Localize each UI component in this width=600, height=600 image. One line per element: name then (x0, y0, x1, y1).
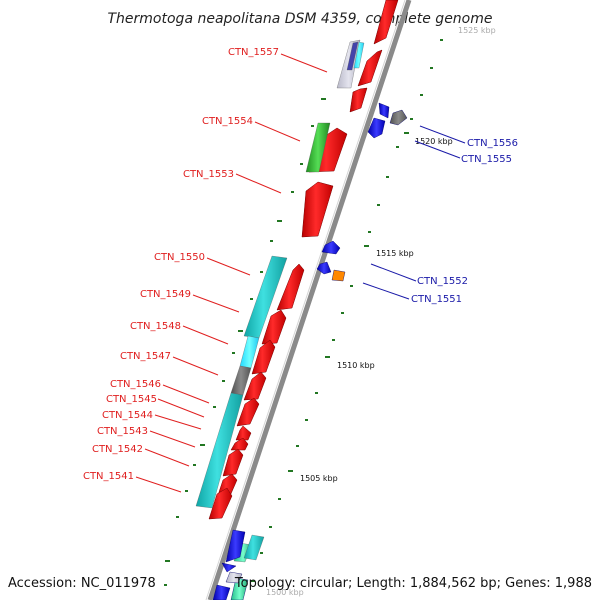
gene-label-ctn1551: CTN_1551 (411, 294, 462, 305)
cds-arrow (243, 371, 267, 401)
cds-arrow (276, 263, 305, 311)
genome-summary-text: Topology: circular; Length: 1,884,562 bp… (234, 576, 592, 591)
cds-arrow (261, 309, 287, 345)
tick-label-1525: 1525 kbp (458, 26, 496, 35)
cds-arrow (389, 109, 408, 126)
reverse-strand-cds (212, 102, 408, 600)
gene-label-ctn1552: CTN_1552 (417, 276, 468, 287)
genome-backbone (205, 0, 412, 600)
cds-arrow (357, 49, 383, 87)
leader-lines (135, 53, 466, 493)
cog-block (346, 41, 359, 71)
cds-arrow (235, 425, 252, 441)
cds-arrow (225, 571, 243, 584)
cds-arrow (222, 448, 244, 477)
gene-label-ctn1555: CTN_1555 (461, 154, 512, 165)
tick-label-1510: 1510 kbp (337, 361, 375, 370)
cds-arrow (225, 529, 246, 563)
cds-arrow (208, 487, 233, 520)
map-title: Thermotoga neapolitana DSM 4359, complet… (108, 11, 493, 27)
cds-arrow (316, 261, 332, 275)
cog-color-ring (195, 39, 365, 563)
tick-label-1505: 1505 kbp (300, 474, 338, 483)
cds-arrow (373, 0, 399, 45)
gene-label-ctn1557: CTN_1557 (228, 47, 279, 58)
tick-label-1520: 1520 kbp (415, 137, 453, 146)
cds-arrow (221, 562, 237, 573)
gene-label-ctn1554: CTN_1554 (202, 116, 253, 127)
gene-label-ctn1553: CTN_1553 (183, 169, 234, 180)
gene-label-ctn1556: CTN_1556 (467, 138, 518, 149)
gene-label-ctn1547: CTN_1547 (120, 351, 171, 362)
cds-arrow (378, 102, 390, 119)
cds-arrow (212, 584, 231, 600)
accession-text: Accession: NC_011978 (8, 576, 156, 591)
gene-label-ctn1550: CTN_1550 (154, 252, 205, 263)
cds-arrow (321, 240, 341, 255)
tick-marks (164, 39, 443, 586)
gene-label-ctn1549: CTN_1549 (140, 289, 191, 300)
gene-label-ctn1541: CTN_1541 (83, 471, 134, 482)
forward-strand-cds (208, 0, 399, 520)
gene-label-ctn1543: CTN_1543 (97, 426, 148, 437)
cds-arrow (301, 181, 334, 238)
cds-arrow (349, 87, 368, 113)
tick-label-1515: 1515 kbp (376, 249, 414, 258)
cog-block (305, 122, 331, 173)
cog-block (353, 41, 365, 69)
cog-block (195, 392, 244, 509)
gene-label-ctn1545: CTN_1545 (106, 394, 157, 405)
gene-label-ctn1548: CTN_1548 (130, 321, 181, 332)
cds-arrow (251, 339, 276, 375)
cds-arrow (236, 397, 260, 427)
cds-arrow (331, 269, 346, 282)
gene-label-ctn1546: CTN_1546 (110, 379, 161, 390)
cds-arrow (230, 577, 249, 600)
cds-arrow (230, 437, 249, 451)
cog-block (243, 534, 265, 561)
tick-label-1500: 1500 kbp (266, 588, 304, 597)
gene-label-ctn1542: CTN_1542 (92, 444, 143, 455)
cds-arrow (367, 117, 386, 139)
gene-label-ctn1544: CTN_1544 (102, 410, 153, 421)
